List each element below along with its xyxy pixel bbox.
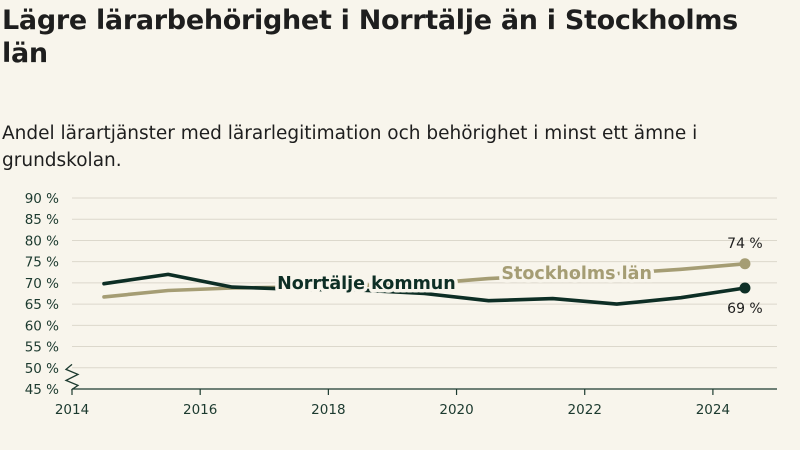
series-line: [102, 272, 747, 306]
y-tick-label: 70 %: [25, 276, 59, 292]
series-name-label: Stockholms län: [501, 264, 651, 284]
x-tick-label: 2014: [55, 402, 89, 418]
y-tick-label: 85 %: [25, 212, 59, 228]
y-tick-label: 50 %: [25, 361, 59, 377]
series-name-label: Norrtälje kommun: [277, 274, 456, 294]
series-labels: 74 % Stockholms län 69 % Norrtälje kommun: [274, 236, 763, 317]
end-value-label: 69 %: [727, 301, 763, 317]
series-lines: [102, 258, 751, 306]
x-tick-label: 2016: [183, 402, 217, 418]
series-end-point: [739, 258, 751, 270]
x-axis-ticks: 2014 2016 2018 2020 2022 2024: [55, 389, 730, 418]
y-tick-label: 60 %: [25, 318, 59, 334]
x-tick-label: 2020: [439, 402, 473, 418]
x-tick-label: 2022: [568, 402, 602, 418]
y-tick-label: 75 %: [25, 255, 59, 271]
y-tick-label: 80 %: [25, 233, 59, 249]
x-tick-label: 2024: [696, 402, 730, 418]
y-tick-label: 90 %: [25, 191, 59, 207]
y-tick-label: 55 %: [25, 340, 59, 356]
y-tick-label: 45 %: [25, 382, 59, 398]
x-tick-label: 2018: [311, 402, 345, 418]
y-axis-ticks: 45 % 50 % 55 % 60 % 65 % 70 % 75 % 80 % 85 % 90 %: [25, 191, 59, 398]
y-tick-label: 65 %: [25, 297, 59, 313]
series-end-point: [739, 282, 751, 294]
end-value-label: 74 %: [727, 236, 763, 252]
series-line: [102, 261, 747, 299]
chart-subtitle: Andel lärartjänster med lärarlegitimatio…: [2, 123, 698, 171]
chart-title: Lägre lärarbehörighet i Norrtälje än i S…: [2, 5, 738, 69]
